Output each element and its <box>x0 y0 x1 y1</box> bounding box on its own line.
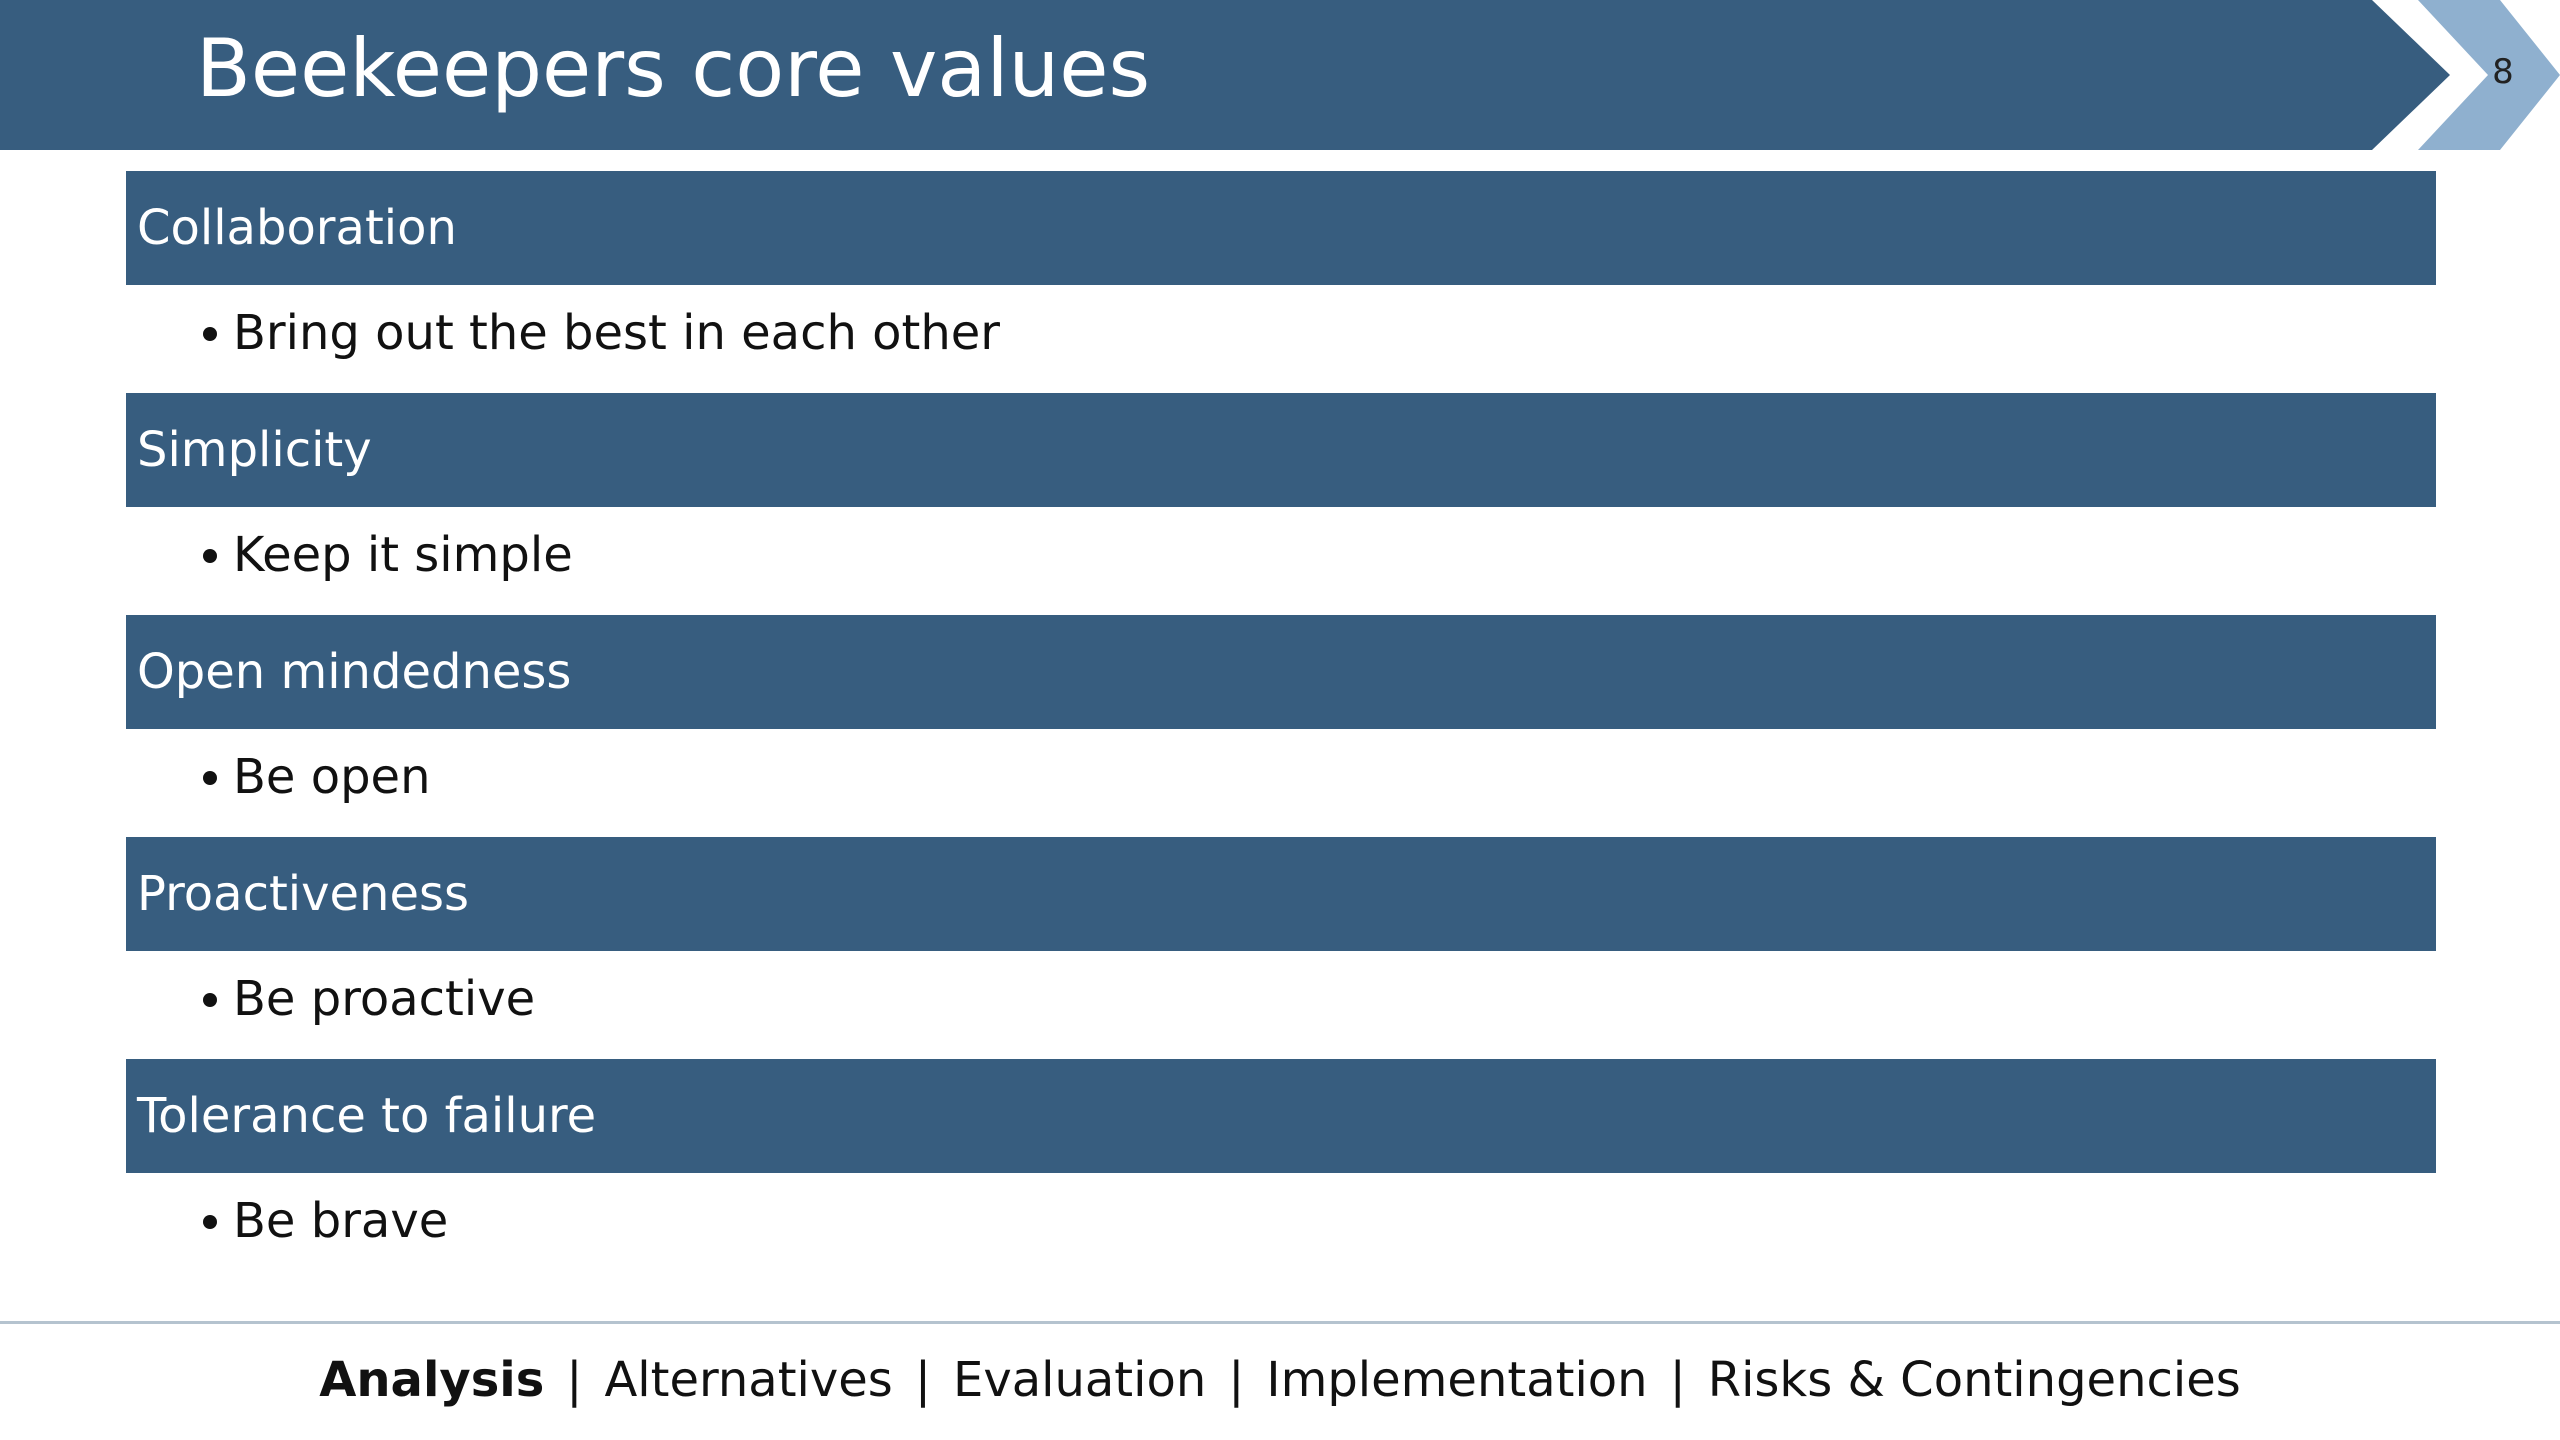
nav-separator: | <box>1669 1352 1686 1408</box>
page-chevron <box>2418 0 2560 150</box>
nav-item: Alternatives <box>604 1352 893 1408</box>
header-bar <box>0 0 2450 150</box>
bullet-dot <box>203 1215 217 1229</box>
bullet-text: Be open <box>233 749 431 805</box>
nav-separator: | <box>1228 1352 1245 1408</box>
bullet-dot <box>203 993 217 1007</box>
header-band <box>0 0 2560 150</box>
bullet-text: Keep it simple <box>233 527 573 583</box>
footer-rule <box>0 1321 2560 1324</box>
bullet-dot <box>203 771 217 785</box>
page-number: 8 <box>2492 52 2514 92</box>
bullet-dot <box>203 549 217 563</box>
bullet-dot <box>203 327 217 341</box>
nav-item: Evaluation <box>952 1352 1207 1408</box>
bullet-text: Be brave <box>233 1193 449 1249</box>
section-heading: Simplicity <box>126 393 2436 507</box>
section-heading: Collaboration <box>126 171 2436 285</box>
bullet-text: Be proactive <box>233 971 536 1027</box>
nav-item: Implementation <box>1266 1352 1648 1408</box>
section-heading: Tolerance to failure <box>126 1059 2436 1173</box>
nav-item: Risks & Contingencies <box>1707 1352 2241 1408</box>
nav-separator: | <box>566 1352 583 1408</box>
section-heading: Proactiveness <box>126 837 2436 951</box>
footer-nav: Analysis | Alternatives | Evaluation | Impleme… <box>0 1352 2560 1408</box>
section-heading: Open mindedness <box>126 615 2436 729</box>
nav-separator: | <box>914 1352 931 1408</box>
bullet-text: Bring out the best in each other <box>233 305 1001 361</box>
slide-title: Beekeepers core values <box>196 22 1151 115</box>
nav-item: Analysis <box>319 1352 545 1408</box>
